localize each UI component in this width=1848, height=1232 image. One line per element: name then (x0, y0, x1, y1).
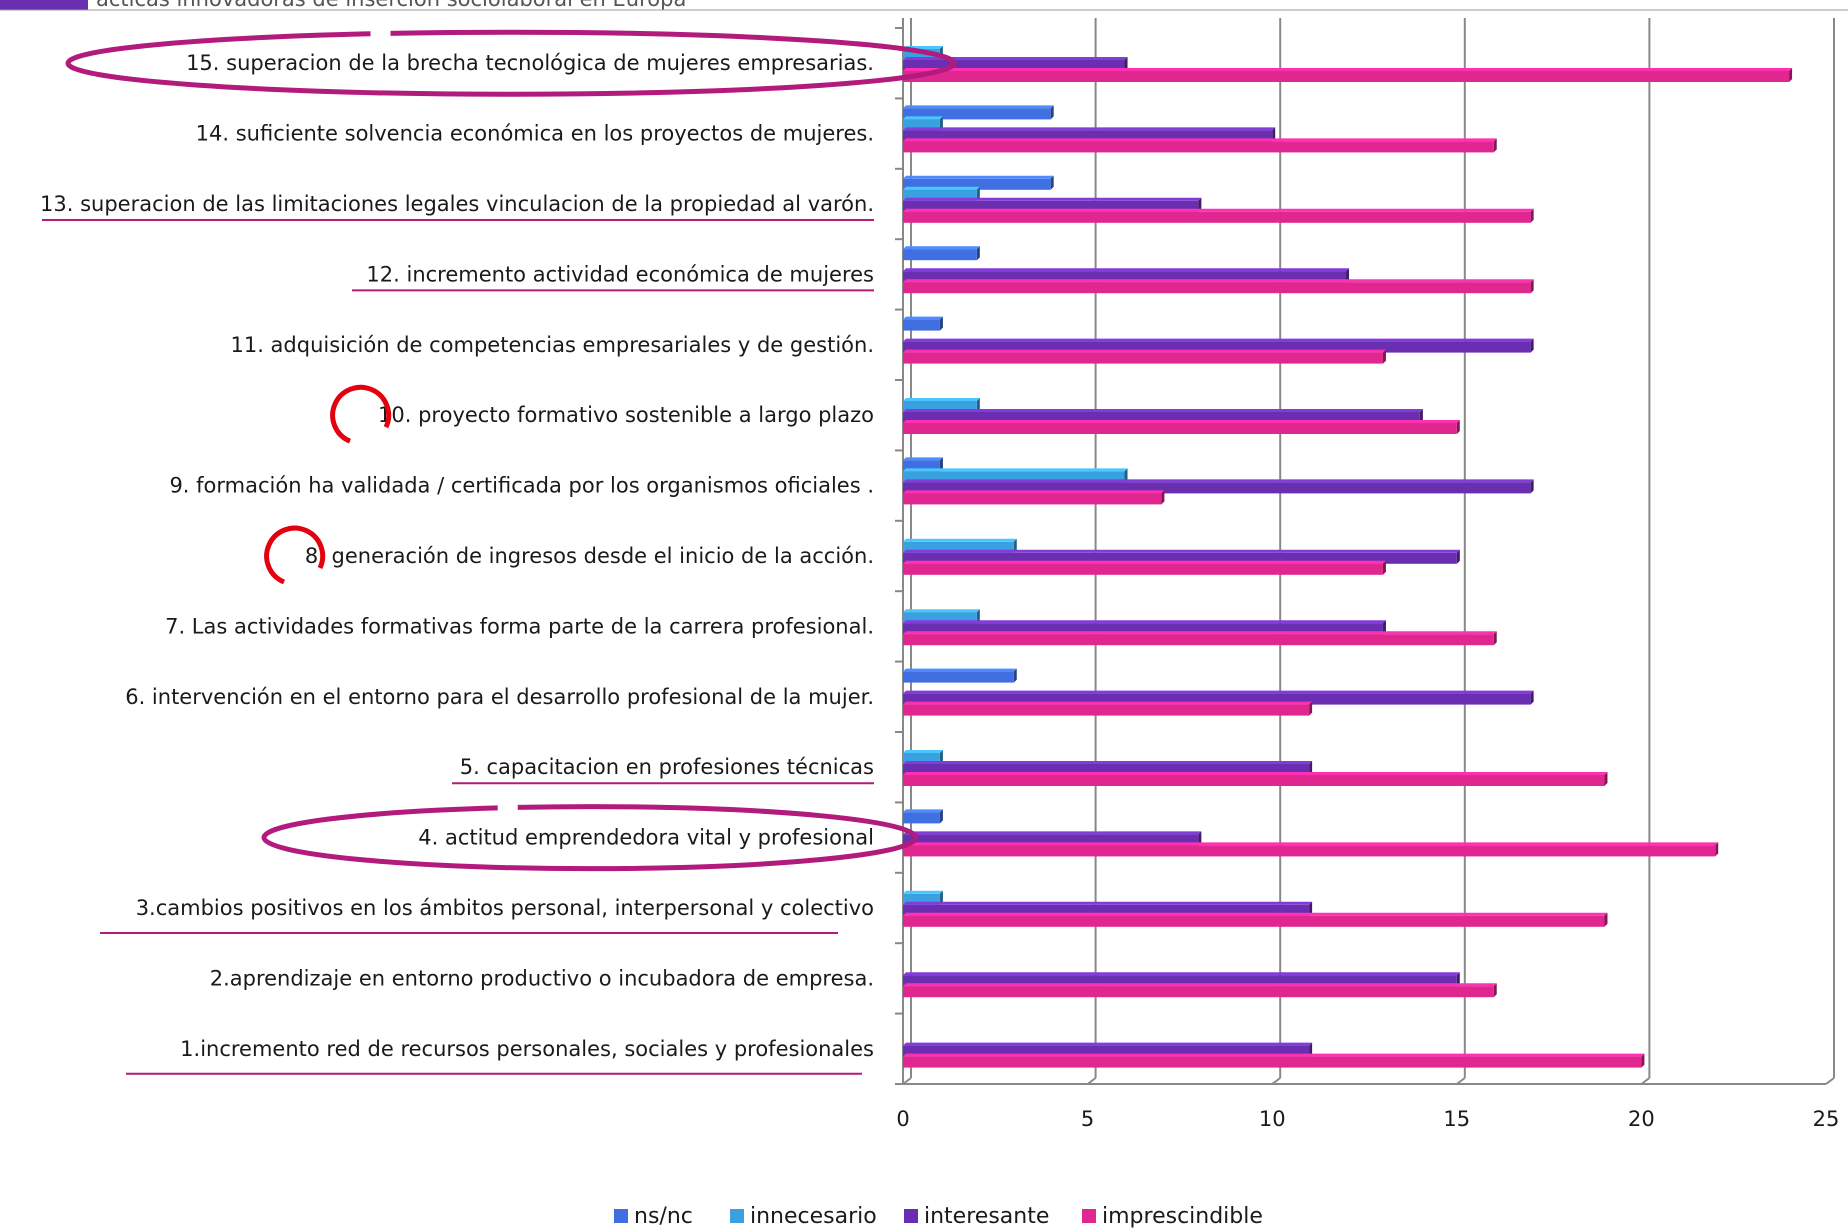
bar-imprescindible-2 (903, 208, 1534, 223)
bar-interesante-5 (903, 409, 1423, 423)
highlight-ellipse (261, 804, 919, 872)
legend-swatch (1082, 1209, 1096, 1223)
x-tick-label: 15 (1443, 1107, 1470, 1131)
bar-imprescindible-9 (903, 701, 1313, 716)
category-label: 14. suficiente solvencia económica en lo… (196, 122, 874, 146)
bar-imprescindible-10 (903, 772, 1608, 786)
category-label: 12. incremento actividad económica de mu… (366, 262, 874, 286)
bar-innecesario-2 (903, 186, 980, 201)
category-label: 7. Las actividades formativas forma part… (165, 614, 874, 638)
legend-item: ns/nc (614, 1204, 693, 1229)
bar-nsnc-6 (903, 457, 943, 472)
x-axis-ticks: 0 5 10 15 20 25 (896, 1107, 1839, 1131)
x-tick-label: 0 (896, 1107, 909, 1131)
legend: ns/nc innecesario interesante imprescindibl… (614, 1204, 1263, 1229)
bar-interesante-11 (903, 831, 1202, 846)
bar-interesante-9 (903, 690, 1534, 705)
x-tick-label: 5 (1081, 1107, 1094, 1131)
bar-imprescindible-11 (903, 842, 1719, 857)
bar-imprescindible-5 (903, 420, 1460, 434)
legend-label: ns/nc (634, 1204, 693, 1229)
bar-imprescindible-6 (903, 490, 1165, 505)
bar-innecesario-6 (903, 468, 1128, 483)
x-tick-label: 20 (1628, 1107, 1655, 1131)
category-label: 2.aprendizaje en entorno productivo o in… (210, 966, 874, 990)
category-label: 1.incremento red de recursos personales,… (180, 1037, 874, 1061)
bar-innecesario-7 (903, 538, 1017, 553)
legend-item: interesante (904, 1204, 1049, 1229)
bar-interesante-13 (903, 972, 1460, 987)
header-icon (0, 0, 88, 10)
legend-label: innecesario (750, 1204, 877, 1229)
annotations (42, 29, 957, 1075)
bar-imprescindible-1 (903, 138, 1497, 153)
header-text: ácticas innovadoras de inserción sociola… (96, 0, 686, 11)
bar-imprescindible-3 (903, 279, 1534, 294)
bar-innecesario-10 (903, 750, 943, 764)
bar-imprescindible-14 (903, 1053, 1645, 1068)
bar-nsnc-11 (903, 809, 943, 824)
bar-interesante-0 (903, 57, 1128, 71)
legend-item: imprescindible (1082, 1204, 1263, 1229)
bar-interesante-3 (903, 268, 1350, 283)
bar-interesante-10 (903, 761, 1313, 775)
bar-nsnc-2 (903, 175, 1054, 190)
category-label: 6. intervención en el entorno para el de… (125, 685, 874, 709)
x-tick-label: 25 (1813, 1107, 1840, 1131)
bar-imprescindible-13 (903, 983, 1497, 998)
legend-swatch (904, 1209, 918, 1223)
category-label: 8. generación de ingresos desde el inici… (305, 544, 874, 568)
bar-imprescindible-4 (903, 349, 1386, 364)
legend-label: interesante (924, 1204, 1049, 1229)
bar-interesante-8 (903, 620, 1386, 635)
legend-label: imprescindible (1102, 1204, 1263, 1229)
category-label: 15. superacion de la brecha tecnológica … (186, 51, 874, 75)
legend-item: innecesario (730, 1204, 877, 1229)
bar-nsnc-9 (903, 668, 1017, 683)
bar-imprescindible-12 (903, 912, 1608, 927)
bars (903, 46, 1793, 1068)
bar-innecesario-8 (903, 609, 980, 624)
bar-imprescindible-8 (903, 631, 1497, 646)
bar-imprescindible-0 (903, 68, 1793, 82)
bar-interesante-1 (903, 127, 1276, 142)
x-tick-label: 10 (1259, 1107, 1286, 1131)
header-strip: ácticas innovadoras de inserción sociola… (0, 0, 1848, 11)
bar-nsnc-1 (903, 105, 1054, 120)
gridline-depth (1825, 1077, 1835, 1085)
bar-interesante-14 (903, 1042, 1313, 1057)
category-label: 3.cambios positivos en los ámbitos perso… (136, 896, 874, 920)
legend-swatch (614, 1209, 628, 1223)
category-label: 5. capacitacion en profesiones técnicas (460, 755, 874, 779)
bar-nsnc-3 (903, 246, 980, 261)
bar-interesante-4 (903, 338, 1534, 353)
legend-swatch (730, 1209, 744, 1223)
category-label: 10. proyecto formativo sostenible a larg… (378, 403, 874, 427)
highlight-circle (264, 525, 326, 585)
bar-innecesario-1 (903, 116, 943, 131)
bar-nsnc-4 (903, 316, 943, 331)
bar-interesante-2 (903, 197, 1202, 212)
category-label: 11. adquisición de competencias empresar… (230, 333, 874, 357)
bar-interesante-6 (903, 479, 1534, 494)
category-label: 13. superacion de las limitaciones legal… (40, 192, 874, 216)
bar-innecesario-5 (903, 398, 980, 412)
bar-interesante-12 (903, 901, 1313, 916)
category-label: 9. formación ha validada / certificada p… (169, 474, 874, 498)
highlight-ellipse (65, 29, 957, 97)
category-labels: 15. superacion de la brecha tecnológica … (40, 51, 874, 1061)
category-label: 4. actitud emprendedora vital y profesio… (418, 826, 874, 850)
bar-interesante-7 (903, 549, 1460, 564)
highlight-circle (330, 384, 392, 444)
bar-imprescindible-7 (903, 560, 1386, 575)
bar-innecesario-12 (903, 890, 943, 905)
